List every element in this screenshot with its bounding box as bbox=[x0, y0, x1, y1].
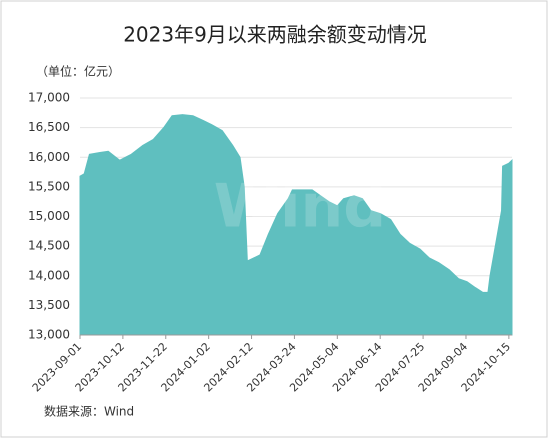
y-tick-label: 14,000 bbox=[28, 268, 70, 282]
source: 数据来源：Wind bbox=[44, 404, 134, 419]
y-tick-label: 13,000 bbox=[28, 328, 70, 342]
y-tick-label: 16,500 bbox=[28, 120, 70, 134]
chart-title: 2023年9月以来两融余额变动情况 bbox=[123, 23, 427, 47]
y-tick-label: 16,000 bbox=[28, 150, 70, 164]
y-tick-label: 14,500 bbox=[28, 239, 70, 253]
y-tick-label: 13,500 bbox=[28, 298, 70, 312]
watermark: Wind bbox=[214, 172, 386, 242]
area bbox=[79, 114, 513, 336]
y-tick-label: 15,500 bbox=[28, 179, 70, 193]
y-tick-label: 17,000 bbox=[28, 91, 70, 105]
y-tick-label: 15,000 bbox=[28, 209, 70, 223]
unit-label: （单位：亿元） bbox=[36, 64, 120, 79]
